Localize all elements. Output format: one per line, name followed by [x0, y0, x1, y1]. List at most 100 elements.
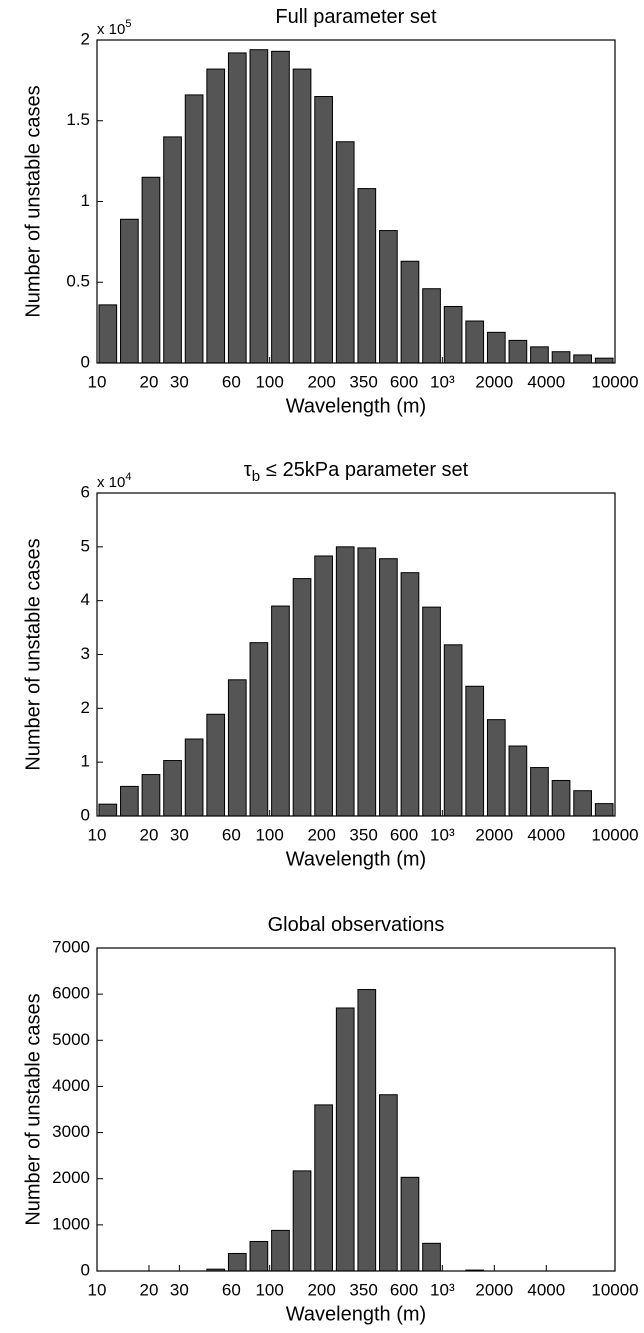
bar — [379, 1094, 398, 1272]
axis-multiplier: x 105 — [97, 18, 131, 38]
bar — [335, 546, 355, 817]
bar — [249, 1240, 269, 1272]
multiplier-base: x 10 — [97, 21, 125, 38]
bar — [120, 218, 139, 364]
y-tick-label: 2 — [81, 29, 90, 48]
x-tick-label: 10000 — [591, 825, 638, 844]
x-tick-label: 10³ — [430, 825, 455, 844]
x-tick-label: 30 — [170, 1280, 189, 1299]
x-tick-label: 30 — [170, 825, 189, 844]
y-tick-label: 1 — [81, 191, 90, 210]
bar — [551, 351, 571, 364]
x-tick-label: 60 — [222, 1280, 241, 1299]
bar — [227, 52, 247, 364]
bar — [292, 578, 312, 817]
bar — [357, 989, 377, 1272]
bar — [206, 713, 226, 817]
bar — [314, 1104, 333, 1272]
y-tick-label: 3 — [81, 644, 90, 663]
x-tick-label: 350 — [349, 1280, 377, 1299]
x-tick-label: 2000 — [475, 372, 513, 391]
title-text: Full parameter set — [275, 6, 437, 28]
bar — [184, 738, 204, 817]
x-axis-label: Wavelength (m) — [286, 1303, 426, 1325]
bar — [292, 68, 312, 364]
bar — [400, 260, 420, 364]
y-tick-label: 1 — [81, 752, 90, 771]
bar — [98, 803, 118, 817]
bar — [163, 136, 182, 364]
bar — [163, 760, 182, 817]
y-tick-label: 0 — [81, 1260, 90, 1279]
bar — [227, 1252, 247, 1272]
x-tick-label: 10 — [88, 1280, 107, 1299]
bar — [486, 331, 506, 364]
y-axis-label: Number of unstable cases — [22, 993, 44, 1225]
chart-title: Full parameter set — [275, 6, 437, 28]
x-tick-label: 100 — [255, 1280, 283, 1299]
x-tick-label: 10³ — [430, 1280, 455, 1299]
bar — [184, 94, 204, 364]
bar — [227, 679, 247, 817]
y-axis-label: Number of unstable cases — [22, 538, 44, 770]
title-text: τ — [244, 459, 252, 481]
bar — [249, 49, 269, 364]
y-tick-label: 2 — [81, 698, 90, 717]
bar — [594, 803, 614, 817]
x-tick-label: 200 — [307, 825, 335, 844]
y-tick-label: 3000 — [52, 1122, 90, 1141]
y-tick-label: 1.5 — [66, 110, 90, 129]
bar — [271, 605, 290, 817]
x-tick-label: 200 — [307, 1280, 335, 1299]
bar — [98, 304, 118, 364]
x-tick-label: 10000 — [591, 1280, 638, 1299]
bar — [357, 188, 377, 364]
plot-frame — [96, 947, 616, 1272]
bar — [400, 572, 420, 817]
bar — [379, 230, 398, 364]
bar — [486, 719, 506, 817]
title-subscript: b — [252, 468, 260, 485]
y-tick-label: 5 — [81, 536, 90, 555]
x-tick-label: 20 — [140, 1280, 159, 1299]
bar — [335, 1007, 355, 1272]
bar — [271, 50, 290, 364]
y-tick-label: 0 — [81, 805, 90, 824]
x-tick-label: 2000 — [475, 1280, 513, 1299]
bar — [400, 1176, 420, 1272]
bar — [249, 642, 269, 817]
x-tick-label: 10 — [88, 825, 107, 844]
x-tick-label: 2000 — [475, 825, 513, 844]
bar — [292, 1170, 312, 1272]
y-tick-label: 0.5 — [66, 272, 90, 291]
x-tick-label: 350 — [349, 372, 377, 391]
chart-title: Global observations — [268, 914, 445, 936]
y-tick-label: 7000 — [52, 937, 90, 956]
bar — [508, 745, 528, 817]
bar — [357, 547, 377, 817]
x-tick-label: 600 — [390, 825, 418, 844]
title-suffix: ≤ 25kPa parameter set — [266, 459, 469, 481]
y-tick-label: 2000 — [52, 1168, 90, 1187]
plot-frame — [96, 39, 616, 364]
y-tick-label: 4 — [81, 590, 90, 609]
bar — [379, 558, 398, 817]
bar — [465, 320, 485, 364]
x-tick-label: 200 — [307, 372, 335, 391]
x-tick-label: 10³ — [430, 372, 455, 391]
bar — [443, 644, 463, 817]
x-tick-label: 10000 — [591, 372, 638, 391]
chart-title: τb ≤ 25kPa parameter set — [244, 459, 469, 485]
multiplier-base: x 10 — [97, 474, 125, 491]
bar — [551, 779, 571, 817]
bar — [530, 346, 549, 364]
bar — [594, 357, 614, 364]
bar — [573, 790, 592, 817]
x-tick-label: 30 — [170, 372, 189, 391]
panel: Full parameter set x 105 0 0.5 1 1.5 2 10 20 30 60… — [22, 6, 638, 417]
bar — [314, 96, 333, 364]
y-tick-label: 5000 — [52, 1030, 90, 1049]
bar — [120, 785, 139, 817]
bar — [141, 774, 161, 817]
x-axis-label: Wavelength (m) — [286, 395, 426, 417]
